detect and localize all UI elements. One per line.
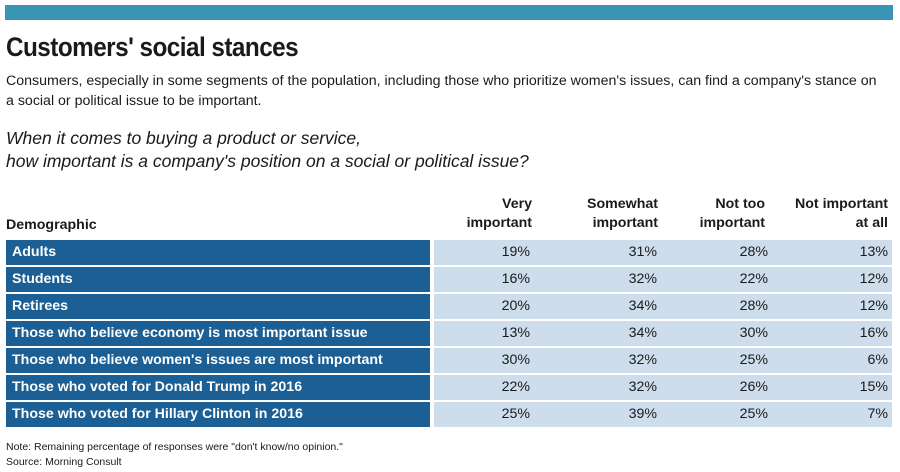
value-cell: 12% <box>859 271 888 287</box>
row-label: Adults <box>6 240 430 265</box>
row-values: 16% 32% 22% 12% <box>434 267 892 292</box>
value-cell: 28% <box>739 298 768 314</box>
value-cell: 30% <box>739 325 768 341</box>
column-header-somewhat-important: Somewhat important <box>587 195 658 233</box>
column-header-line: Somewhat <box>587 196 658 212</box>
table-row: Those who believe economy is most import… <box>6 321 892 346</box>
footnote: Note: Remaining percentage of responses … <box>6 441 343 453</box>
column-header-line: Not too <box>715 196 765 212</box>
value-cell: 12% <box>859 298 888 314</box>
value-cell: 32% <box>628 352 657 368</box>
value-cell: 19% <box>501 244 530 260</box>
column-header-not-too-important: Not too important <box>700 195 765 233</box>
row-label: Those who believe women's issues are mos… <box>6 348 430 373</box>
value-cell: 34% <box>628 298 657 314</box>
table-header: Demographic Very important Somewhat impo… <box>6 195 892 235</box>
value-cell: 20% <box>501 298 530 314</box>
column-header-line: important <box>466 215 532 231</box>
table-row: Students 16% 32% 22% 12% <box>6 267 892 292</box>
value-cell: 25% <box>501 406 530 422</box>
value-cell: 22% <box>739 271 768 287</box>
table-row: Those who voted for Hillary Clinton in 2… <box>6 402 892 427</box>
question-line-2: how important is a company's position on… <box>6 151 529 171</box>
column-header-very-important: Very important <box>467 195 532 233</box>
value-cell: 25% <box>739 352 768 368</box>
row-values: 30% 32% 25% 6% <box>434 348 892 373</box>
value-cell: 7% <box>867 406 888 422</box>
value-cell: 39% <box>628 406 657 422</box>
row-values: 19% 31% 28% 13% <box>434 240 892 265</box>
row-values: 13% 34% 30% 16% <box>434 321 892 346</box>
value-cell: 22% <box>501 379 530 395</box>
column-header-line: Not important <box>795 196 888 212</box>
value-cell: 25% <box>739 406 768 422</box>
value-cell: 34% <box>628 325 657 341</box>
value-cell: 32% <box>628 379 657 395</box>
value-cell: 15% <box>859 379 888 395</box>
value-cell: 16% <box>501 271 530 287</box>
survey-question: When it comes to buying a product or ser… <box>6 127 886 173</box>
table-row: Retirees 20% 34% 28% 12% <box>6 294 892 319</box>
table-row: Adults 19% 31% 28% 13% <box>6 240 892 265</box>
question-line-1: When it comes to buying a product or ser… <box>6 128 362 148</box>
value-cell: 13% <box>859 244 888 260</box>
column-header-line: at all <box>855 215 888 231</box>
row-label: Those who voted for Donald Trump in 2016 <box>6 375 430 400</box>
row-label: Retirees <box>6 294 430 319</box>
column-header-not-important-at-all: Not important at all <box>795 195 888 233</box>
value-cell: 32% <box>628 271 657 287</box>
column-header-line: Very <box>502 196 532 212</box>
column-header-line: important <box>699 215 765 231</box>
row-values: 25% 39% 25% 7% <box>434 402 892 427</box>
value-cell: 26% <box>739 379 768 395</box>
row-values: 20% 34% 28% 12% <box>434 294 892 319</box>
chart-footer: Note: Remaining percentage of responses … <box>6 440 886 470</box>
row-values: 22% 32% 26% 15% <box>434 375 892 400</box>
row-label: Those who voted for Hillary Clinton in 2… <box>6 402 430 427</box>
chart-subtitle: Consumers, especially in some segments o… <box>6 73 877 109</box>
column-header-line: important <box>592 215 658 231</box>
value-cell: 16% <box>859 325 888 341</box>
value-cell: 6% <box>867 352 888 368</box>
value-cell: 30% <box>501 352 530 368</box>
column-header-demographic: Demographic <box>6 217 97 233</box>
value-cell: 31% <box>628 244 657 260</box>
chart-title: Customers' social stances <box>6 32 299 62</box>
data-table: Adults 19% 31% 28% 13% Students 16% 32% … <box>6 240 892 429</box>
table-row: Those who voted for Donald Trump in 2016… <box>6 375 892 400</box>
value-cell: 28% <box>739 244 768 260</box>
row-label: Students <box>6 267 430 292</box>
table-row: Those who believe women's issues are mos… <box>6 348 892 373</box>
top-accent-bar <box>5 5 893 20</box>
value-cell: 13% <box>501 325 530 341</box>
row-label: Those who believe economy is most import… <box>6 321 430 346</box>
source-line: Source: Morning Consult <box>6 456 122 468</box>
